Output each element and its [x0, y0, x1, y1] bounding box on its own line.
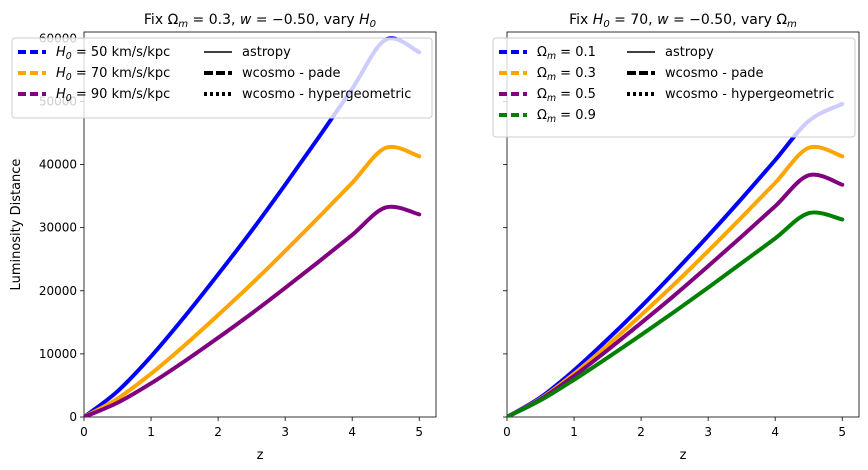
x-tick-label: 5: [838, 425, 846, 439]
legend-series-label: Ωm​ = 0.3: [537, 66, 596, 83]
right-plot-area: [506, 31, 860, 418]
x-tick-label: 2: [214, 425, 222, 439]
y-tick-label: 0: [69, 410, 77, 424]
legend-style-label: wcosmo - pade: [242, 66, 341, 81]
x-tick-label: 5: [415, 425, 423, 439]
legend-style-label: astropy: [665, 45, 714, 60]
x-tick-label: 0: [503, 425, 511, 439]
x-tick-label: 3: [704, 425, 712, 439]
legend-series-label: H0​ = 70 km/s/kpc: [56, 66, 170, 83]
series-line-3: [84, 204, 422, 417]
left-legend: H0​ = 50 km/s/kpc H0​ = 70 km/s/kpc H0​ = …: [11, 37, 433, 119]
left-plot-area: [83, 31, 437, 418]
series-line-1: [507, 101, 845, 417]
y-tick-label: 20000: [39, 284, 77, 298]
legend-series-label: Ωm​ = 0.9: [537, 108, 596, 125]
y-tick-label: 30000: [39, 221, 77, 235]
series-line-3: [507, 172, 845, 417]
left-x-axis-label: z: [257, 448, 264, 463]
right-chart-panel: 0 1 2 3 4 5 Fix H0​ = 70, w = −0.50, vary Ωm​…: [492, 12, 860, 463]
series-line-2: [84, 144, 422, 417]
x-tick-label: 2: [637, 425, 645, 439]
series-line-4: [507, 210, 845, 417]
legend-series-label: H0​ = 50 km/s/kpc: [56, 45, 170, 62]
legend-series-label: H0​ = 90 km/s/kpc: [56, 87, 170, 104]
x-tick-label: 3: [281, 425, 289, 439]
legend-box: [11, 37, 433, 119]
x-tick-label: 1: [147, 425, 155, 439]
right-x-axis-label: z: [680, 448, 687, 463]
x-tick-label: 1: [570, 425, 578, 439]
right-axis-ticks: 0 1 2 3 4 5: [503, 37, 846, 439]
legend-style-label: wcosmo - pade: [665, 66, 764, 81]
legend-style-label: astropy: [242, 45, 291, 60]
left-chart-panel: 0123450100002000030000400005000060000 Fi…: [9, 12, 437, 463]
left-chart-title: Fix Ωm​ = 0.3, w = −0.50, vary H0​: [144, 12, 376, 30]
legend-style-label: wcosmo - hypergeometric: [242, 87, 411, 102]
x-tick-label: 0: [80, 425, 88, 439]
x-tick-label: 4: [348, 425, 356, 439]
left-y-axis-label: Luminosity Distance: [9, 159, 24, 291]
right-series-lines: [507, 101, 845, 417]
legend-series-label: Ωm​ = 0.5: [537, 87, 596, 104]
right-legend: Ωm​ = 0.1 Ωm​ = 0.3 Ωm​ = 0.5 Ωm​ = 0.9 astr…: [492, 37, 856, 138]
right-chart-title: Fix H0​ = 70, w = −0.50, vary Ωm​: [569, 12, 797, 30]
legend-style-label: wcosmo - hypergeometric: [665, 87, 834, 102]
y-tick-label: 10000: [39, 347, 77, 361]
legend-box: [492, 37, 856, 138]
legend-series-label: Ωm​ = 0.1: [537, 45, 596, 62]
x-tick-label: 4: [771, 425, 779, 439]
y-tick-label: 40000: [39, 158, 77, 172]
